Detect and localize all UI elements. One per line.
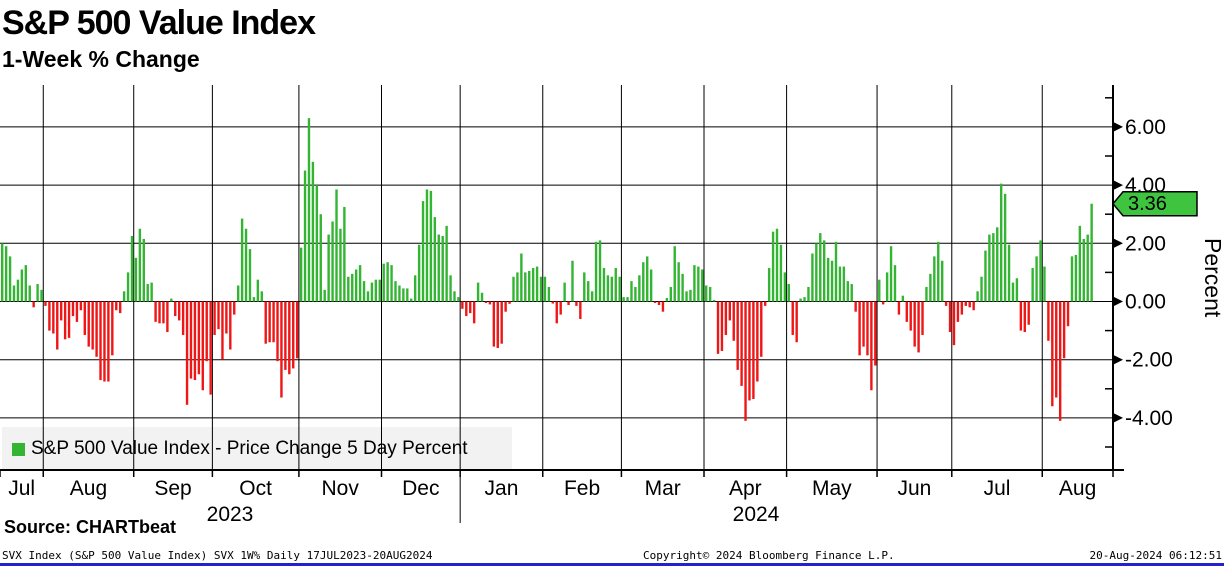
year-label: 2024 xyxy=(733,503,780,526)
last-value-tag: 3.36 xyxy=(1128,192,1167,215)
month-label: Sep xyxy=(154,477,191,500)
axis-arrow-icon xyxy=(1113,296,1123,307)
axis-arrow-icon xyxy=(1113,180,1123,191)
source-text: Source: CHARTbeat xyxy=(4,517,177,537)
month-label: Aug xyxy=(1059,477,1096,500)
month-label: Dec xyxy=(402,477,439,500)
month-labels: Jul Aug Sep Oct Nov Dec Jan Feb Mar Apr May Jun Jul A… xyxy=(8,477,1096,500)
month-gridlines xyxy=(42,85,1043,470)
month-label: Jun xyxy=(897,477,931,500)
month-label: Nov xyxy=(322,477,360,500)
month-label: Apr xyxy=(729,477,762,500)
month-label: Jul xyxy=(984,477,1011,500)
month-label: Feb xyxy=(564,477,600,500)
page-title: S&P 500 Value Index xyxy=(2,4,316,42)
window-bottom-strip xyxy=(0,563,1224,566)
month-label: Jul xyxy=(8,477,35,500)
year-label: 2023 xyxy=(207,503,254,526)
year-labels: 2023 2024 xyxy=(207,475,780,526)
y-tick-label: 0.00 xyxy=(1125,291,1166,314)
axis-arrow-icon xyxy=(1113,238,1123,249)
axes xyxy=(0,85,1124,477)
y-tick-label: -2.00 xyxy=(1125,349,1173,372)
copyright-text: Copyright© 2024 Bloomberg Finance L.P. xyxy=(643,549,895,562)
month-label: Oct xyxy=(239,477,272,500)
legend-swatch-icon xyxy=(12,442,25,456)
value-gridlines xyxy=(0,121,1123,423)
axis-arrow-icon xyxy=(1113,412,1123,423)
month-label: Mar xyxy=(645,477,681,500)
y-tick-labels: 6.004.002.000.00-2.00-4.00 xyxy=(1125,116,1173,430)
axis-arrow-icon xyxy=(1113,354,1123,365)
chart-subtitle: 1-Week % Change xyxy=(2,46,200,72)
y-tick-label: -4.00 xyxy=(1125,407,1173,430)
month-label: Jan xyxy=(485,477,519,500)
y-axis-label: Percent xyxy=(1200,238,1224,318)
axis-arrow-icon xyxy=(1113,121,1123,132)
timestamp-text: 20-Aug-2024 06:12:51 xyxy=(1089,549,1222,562)
legend-label: S&P 500 Value Index - Price Change 5 Day… xyxy=(31,438,468,459)
month-label: Aug xyxy=(70,477,107,500)
minor-ticks xyxy=(1105,97,1113,448)
month-label: May xyxy=(812,477,852,500)
y-tick-label: 2.00 xyxy=(1125,232,1166,255)
bars xyxy=(1,118,1093,421)
legend: S&P 500 Value Index - Price Change 5 Day… xyxy=(2,427,512,471)
y-tick-label: 6.00 xyxy=(1125,116,1166,139)
security-meta-text: SVX Index (S&P 500 Value Index) SVX 1W% … xyxy=(2,549,433,562)
